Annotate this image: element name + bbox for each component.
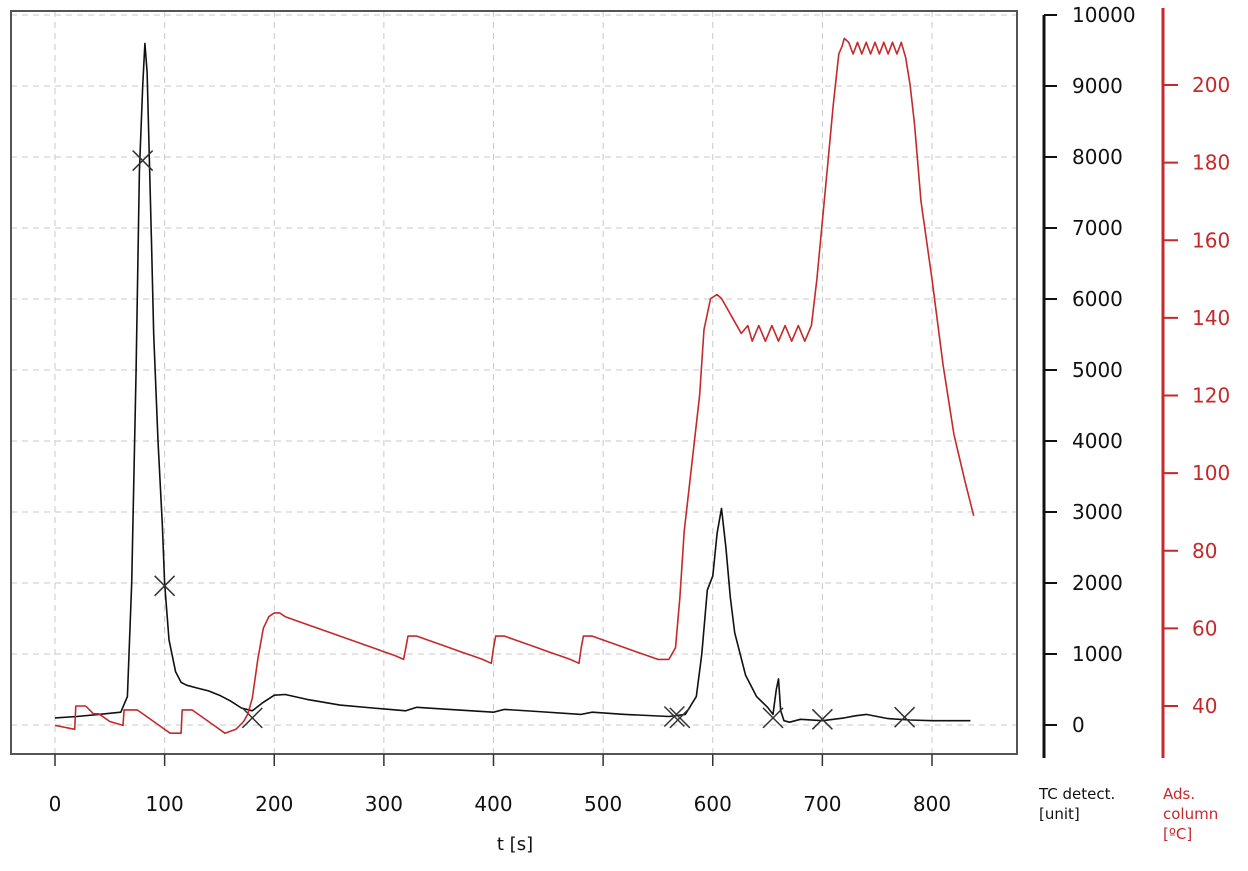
series-layer [54, 37, 975, 735]
left-value-axis: 0 1000 2000 3000 4000 5000 6000 7000 8000 9000 100… [1042, 3, 1136, 758]
axis1-tick-label-7: 7000 [1072, 216, 1123, 240]
axis2-tick-label-3: 100 [1192, 461, 1230, 485]
marker-stroke-b [762, 707, 784, 729]
axis1-label: TC detect. [unit] [1038, 785, 1120, 823]
plot-frame [10, 10, 1018, 755]
marker-stroke-b [154, 575, 176, 597]
right-value-axis: 40 60 80 100 120 140 160 180 200 [1161, 8, 1230, 758]
axis2-tick-label-4: 120 [1192, 384, 1230, 408]
axis2-tick-label-7: 180 [1192, 151, 1230, 175]
axis2-tick-label-1: 60 [1192, 616, 1217, 640]
series-1-marker-5 [669, 707, 691, 729]
series-1-marker-8 [894, 706, 916, 728]
x-tick-label-6: 600 [694, 792, 732, 816]
marker-stroke-b [894, 706, 916, 728]
axis1-tick-label-5: 5000 [1072, 358, 1123, 382]
marker-stroke-b [669, 707, 691, 729]
series-1-marker-7 [811, 708, 833, 730]
axis1-tick-label-10: 10000 [1072, 3, 1136, 27]
axis1-tick-label-8: 8000 [1072, 145, 1123, 169]
series-line-1 [54, 42, 971, 724]
axis2-tick-label-5: 140 [1192, 306, 1230, 330]
axis1-tick-label-0: 0 [1072, 713, 1085, 737]
x-tick-label-7: 700 [803, 792, 841, 816]
x-tick-label-4: 400 [474, 792, 512, 816]
grid-lines [11, 11, 1017, 754]
axis2-tick-label-0: 40 [1192, 694, 1217, 718]
axis2-label-line-1: Ads. [1163, 785, 1195, 803]
axis2-tick-label-6: 160 [1192, 228, 1230, 252]
axis2-label-line-2: column [1163, 805, 1218, 823]
series-1-marker-3 [241, 707, 263, 729]
axis2-label-line-3: [ºC] [1163, 825, 1192, 843]
axis1-label-line-1: TC detect. [1038, 785, 1115, 803]
axis1-tick-label-9: 9000 [1072, 74, 1123, 98]
series-1-marker-6 [762, 707, 784, 729]
series-1-marker-2 [154, 575, 176, 597]
x-tick-label-3: 300 [365, 792, 403, 816]
x-tick-label-2: 200 [255, 792, 293, 816]
axis2-tick-label-8: 200 [1192, 73, 1230, 97]
x-tick-label-5: 500 [584, 792, 622, 816]
marker-stroke-b [132, 150, 154, 172]
series-1-marker-4 [663, 705, 685, 728]
x-tick-label-0: 0 [49, 792, 62, 816]
x-tick-label-1: 100 [146, 792, 184, 816]
marker-stroke-b [241, 707, 263, 729]
axis2-label: Ads. column [ºC] [1163, 785, 1223, 843]
axis1-tick-label-3: 3000 [1072, 500, 1123, 524]
axis1-tick-label-1: 1000 [1072, 642, 1123, 666]
x-tick-label-8: 800 [913, 792, 951, 816]
axis1-tick-label-2: 2000 [1072, 571, 1123, 595]
axis1-tick-label-4: 4000 [1072, 429, 1123, 453]
x-axis-label: t [s] [497, 834, 533, 855]
marker-stroke-b [811, 708, 833, 730]
series-1-marker-1 [132, 150, 154, 172]
marker-stroke-b [663, 705, 685, 728]
axis1-label-line-2: [unit] [1039, 805, 1080, 823]
x-axis: 0 100 200 300 400 500 600 700 800 [49, 754, 951, 816]
plot-background [11, 11, 1017, 754]
series-line-2 [54, 37, 975, 735]
axis1-tick-label-6: 6000 [1072, 287, 1123, 311]
axis2-tick-label-2: 80 [1192, 539, 1217, 563]
